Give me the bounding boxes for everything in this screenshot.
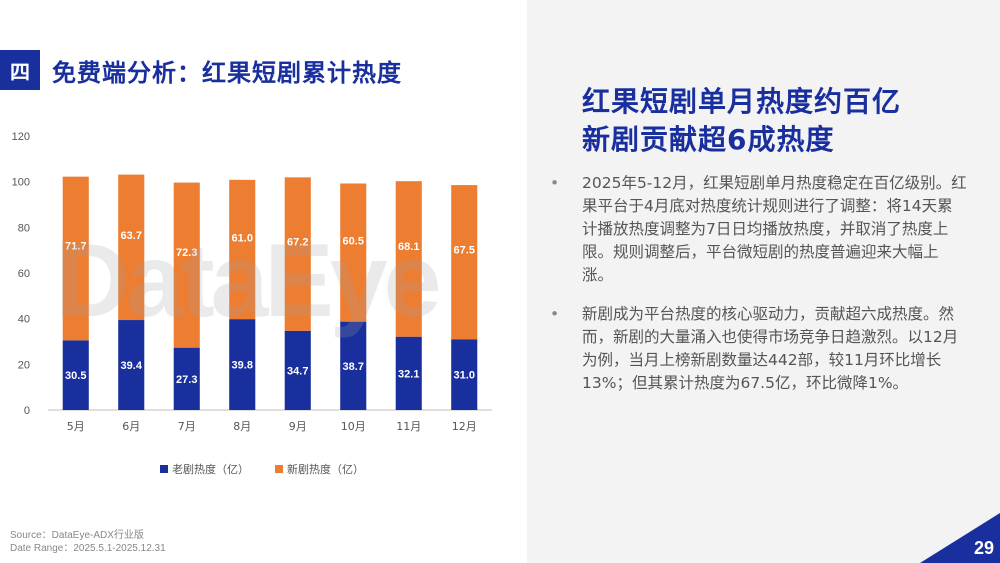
headline-line1: 红果短剧单月热度约百亿 — [582, 85, 902, 118]
y-tick-label: 120 — [12, 131, 30, 143]
data-label: 32.1 — [398, 368, 419, 380]
bar-new-series — [395, 181, 422, 337]
bar-old-series — [62, 340, 89, 410]
bar-new-series — [229, 179, 256, 320]
data-label: 39.8 — [232, 360, 253, 372]
data-label: 39.4 — [121, 360, 143, 372]
y-tick-label: 100 — [12, 177, 30, 189]
bar-old-series — [229, 319, 256, 410]
y-tick-label: 0 — [24, 405, 30, 417]
section-badge: 四 — [0, 50, 40, 90]
data-label: 61.0 — [232, 233, 253, 245]
legend-swatch-old — [160, 465, 168, 473]
bullet-dot: • — [550, 174, 560, 192]
right-panel — [527, 0, 1000, 563]
bar-new-series — [62, 176, 89, 341]
page-title: 免费端分析：红果短剧累计热度 — [52, 59, 402, 87]
data-label: 67.5 — [454, 244, 475, 256]
data-label: 68.1 — [398, 241, 419, 253]
x-tick-label: 5月 — [67, 420, 85, 433]
y-tick-label: 20 — [18, 359, 30, 371]
bar-new-series — [173, 182, 200, 348]
bullet-item: • 2025年5-12月，红果短剧单月热度稳定在百亿级别。红果平台于4月底对热度… — [548, 172, 968, 287]
data-label: 67.2 — [287, 236, 308, 248]
bar-old-series — [395, 336, 422, 410]
date-range-text: Date Range：2025.5.1-2025.12.31 — [10, 543, 166, 554]
bar-new-series — [284, 177, 311, 331]
data-label: 34.7 — [287, 365, 308, 377]
data-label: 60.5 — [343, 236, 364, 248]
bar-old-series — [451, 339, 478, 410]
legend-label-old: 老剧热度（亿） — [172, 463, 249, 476]
data-label: 30.5 — [65, 370, 86, 382]
bar-old-series — [173, 347, 200, 410]
y-tick-label: 80 — [18, 222, 30, 234]
x-tick-label: 12月 — [452, 420, 477, 433]
stacked-bar-chart: 0 20 40 60 80 100 120 30.5 71.7 5月 39.4 63.7 6月 27.3 7… — [12, 131, 492, 433]
data-label: 71.7 — [65, 240, 86, 252]
legend-item-new: 新剧热度（亿） — [275, 461, 364, 477]
bar-old-series — [340, 321, 367, 410]
data-label: 38.7 — [343, 361, 364, 373]
page-corner-triangle — [920, 513, 1000, 563]
page-number: 29 — [973, 538, 994, 558]
bullet-dot: • — [550, 305, 560, 323]
bar-old-series — [284, 330, 311, 410]
x-tick-label: 9月 — [289, 420, 307, 433]
data-label: 31.0 — [454, 370, 475, 382]
data-label: 63.7 — [121, 230, 142, 242]
bar-new-series — [340, 183, 367, 322]
chart-legend: 老剧热度（亿） 新剧热度（亿） — [160, 461, 364, 477]
legend-swatch-new — [275, 465, 283, 473]
x-tick-label: 8月 — [233, 420, 251, 433]
source-text: Source：DataEye-ADX行业版 — [10, 530, 144, 541]
x-tick-label: 6月 — [122, 420, 140, 433]
y-tick-label: 60 — [18, 268, 30, 280]
headline-line2: 新剧贡献超6成热度 — [582, 123, 835, 156]
x-tick-label: 10月 — [341, 420, 366, 433]
bar-new-series — [118, 174, 145, 321]
x-tick-label: 11月 — [396, 420, 421, 433]
bullet-item: • 新剧成为平台热度的核心驱动力，贡献超六成热度。然而，新剧的大量涌入也使得市场… — [548, 303, 968, 395]
data-label: 72.3 — [176, 247, 197, 259]
bullet-list: • 2025年5-12月，红果短剧单月热度稳定在百亿级别。红果平台于4月底对热度… — [548, 172, 968, 411]
x-tick-label: 7月 — [178, 420, 196, 433]
bar-new-series — [451, 185, 478, 340]
bar-old-series — [118, 320, 145, 410]
y-tick-label: 40 — [18, 314, 30, 326]
bullet-text: 新剧成为平台热度的核心驱动力，贡献超六成热度。然而，新剧的大量涌入也使得市场竞争… — [582, 305, 959, 392]
data-label: 27.3 — [176, 374, 197, 386]
legend-label-new: 新剧热度（亿） — [287, 463, 364, 476]
legend-item-old: 老剧热度（亿） — [160, 461, 249, 477]
bullet-text: 2025年5-12月，红果短剧单月热度稳定在百亿级别。红果平台于4月底对热度统计… — [582, 174, 967, 284]
